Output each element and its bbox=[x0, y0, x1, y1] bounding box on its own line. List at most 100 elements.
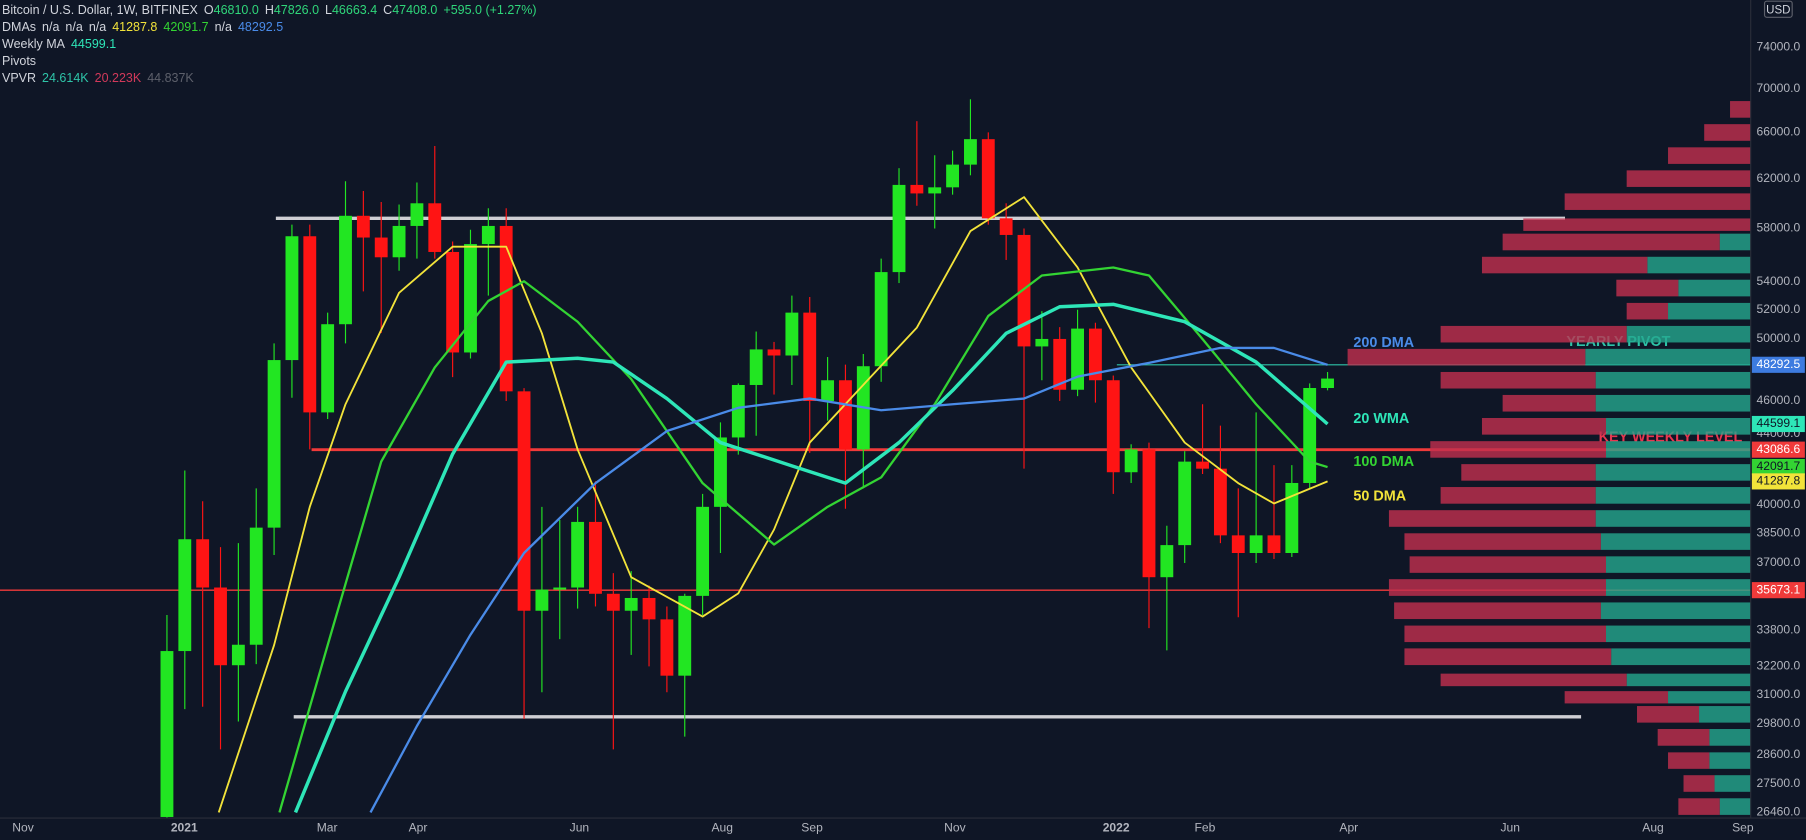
volume-up bbox=[1606, 441, 1751, 458]
candle-body bbox=[231, 644, 245, 666]
candle-body bbox=[392, 225, 406, 258]
volume-up bbox=[1626, 325, 1751, 343]
candle-body bbox=[303, 236, 317, 413]
volume-down bbox=[1388, 510, 1596, 527]
candle-body bbox=[714, 437, 727, 507]
currency-box[interactable] bbox=[1763, 0, 1793, 18]
price-label-box bbox=[1751, 441, 1805, 458]
volume-down bbox=[1502, 233, 1720, 251]
x-tick-label: Nov bbox=[12, 821, 33, 835]
candle-body bbox=[981, 139, 995, 219]
y-tick-label: 32200.0 bbox=[1757, 659, 1801, 673]
legend-item: 44599.1 bbox=[71, 37, 116, 51]
price-label-box bbox=[1751, 356, 1805, 373]
candle-body bbox=[767, 349, 781, 356]
candle-body bbox=[642, 597, 656, 620]
candle-body bbox=[517, 391, 531, 611]
price-label: 35673.1 bbox=[1757, 582, 1801, 596]
legend-line: DMAs n/a n/a n/a 41287.8 42091.7 n/a 48292.5 bbox=[2, 19, 543, 36]
legend-item: n/a bbox=[215, 20, 232, 34]
x-tick-label: Sep bbox=[1732, 821, 1754, 835]
candle-body bbox=[285, 236, 299, 361]
candle-body bbox=[1285, 482, 1299, 553]
volume-down bbox=[1440, 371, 1596, 389]
candle-body bbox=[553, 587, 567, 590]
legend-header: Bitcoin / U.S. Dollar, 1W, BITFINEX O4681… bbox=[2, 2, 543, 87]
volume-down bbox=[1409, 556, 1607, 573]
volume-up bbox=[1606, 417, 1751, 435]
candle-body bbox=[1035, 338, 1049, 347]
price-label: 44599.1 bbox=[1757, 416, 1801, 430]
volume-down bbox=[1730, 101, 1751, 118]
candle-body bbox=[1213, 468, 1227, 536]
volume-down bbox=[1347, 348, 1586, 366]
legend-value: 20.223K bbox=[94, 71, 142, 85]
candle-body bbox=[785, 312, 799, 356]
volume-up bbox=[1647, 256, 1751, 274]
y-tick-label: 29800.0 bbox=[1757, 716, 1801, 730]
legend-label: n/a bbox=[88, 20, 107, 34]
volume-down bbox=[1564, 691, 1669, 704]
volume-down bbox=[1440, 487, 1596, 504]
legend-item: 41287.8 bbox=[112, 20, 157, 34]
price-label: 42091.7 bbox=[1757, 459, 1801, 473]
candle-body bbox=[267, 360, 281, 528]
volume-down bbox=[1404, 648, 1612, 666]
x-tick-label: Nov bbox=[944, 821, 965, 835]
candle-body bbox=[1088, 328, 1102, 381]
legend-value: 47408.0 bbox=[392, 3, 438, 17]
legend-item: 42091.7 bbox=[163, 20, 208, 34]
legend-value: 46810.0 bbox=[213, 3, 259, 17]
moving-average bbox=[217, 196, 1328, 813]
y-tick-label: 31000.0 bbox=[1757, 687, 1801, 701]
legend-item: 48292.5 bbox=[238, 20, 283, 34]
volume-up bbox=[1719, 798, 1751, 815]
volume-down bbox=[1502, 394, 1596, 412]
annotation: 50 DMA bbox=[1353, 488, 1406, 504]
candle-body bbox=[1231, 535, 1245, 553]
candle-body bbox=[1142, 449, 1156, 578]
x-tick-label: 2021 bbox=[171, 821, 198, 835]
y-tick-label: 54000.0 bbox=[1757, 274, 1801, 288]
volume-up bbox=[1719, 233, 1751, 251]
candle-body bbox=[1071, 328, 1084, 390]
currency[interactable]: USD bbox=[1766, 4, 1790, 16]
moving-average bbox=[278, 266, 1328, 813]
moving-average bbox=[369, 346, 1328, 814]
volume-down bbox=[1616, 279, 1679, 297]
x-tick-label: Jun bbox=[570, 821, 589, 835]
volume-down bbox=[1564, 193, 1751, 210]
price-label: 41287.8 bbox=[1757, 474, 1801, 488]
volume-up bbox=[1595, 371, 1751, 389]
annotation: 100 DMA bbox=[1353, 454, 1414, 470]
candle-body bbox=[1321, 378, 1334, 388]
volume-up bbox=[1626, 673, 1751, 687]
volume-up bbox=[1709, 752, 1751, 769]
legend-item: n/a bbox=[42, 20, 59, 34]
legend-label: Weekly MA bbox=[2, 37, 65, 51]
volume-up bbox=[1714, 775, 1751, 792]
y-tick-label: 46000.0 bbox=[1757, 393, 1801, 407]
x-tick-label: Mar bbox=[317, 821, 338, 835]
legend-item: Weekly MA bbox=[2, 37, 65, 51]
legend-item: VPVR bbox=[2, 71, 36, 85]
x-tick-label: Apr bbox=[1339, 821, 1358, 835]
candle-body bbox=[624, 597, 638, 611]
legend-label: VPVR bbox=[2, 71, 37, 85]
legend-value: +595.0 (+1.27%) bbox=[443, 3, 537, 17]
volume-down bbox=[1626, 170, 1751, 187]
candle-body bbox=[339, 215, 352, 325]
candle-body bbox=[1196, 461, 1209, 469]
volume-up bbox=[1600, 602, 1751, 620]
volume-down bbox=[1404, 533, 1601, 550]
legend-line: Bitcoin / U.S. Dollar, 1W, BITFINEX O4681… bbox=[2, 2, 543, 19]
price-label: 48292.5 bbox=[1757, 357, 1801, 371]
volume-down bbox=[1704, 124, 1751, 141]
volume-up bbox=[1611, 648, 1751, 666]
legend-item: 20.223K bbox=[95, 71, 142, 85]
legend-item: O46810.0 bbox=[204, 3, 259, 17]
legend-item: Bitcoin / U.S. Dollar, 1W, BITFINEX bbox=[2, 3, 198, 17]
